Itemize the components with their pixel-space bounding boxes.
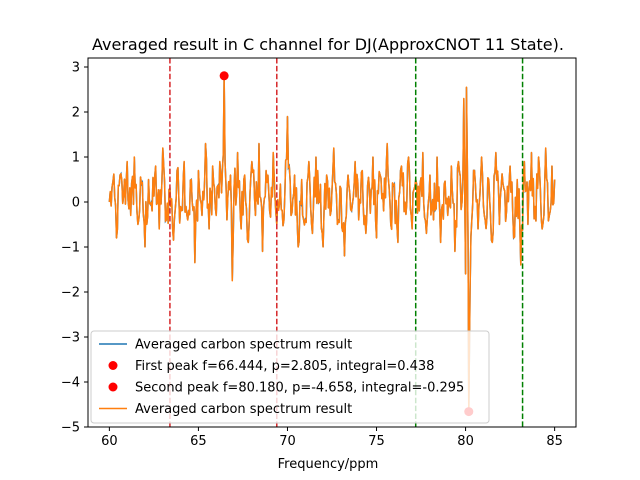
axes-frame (87, 57, 577, 428)
chart-title: Averaged result in C channel for DJ(Appr… (92, 35, 564, 54)
legend-label: First peak f=66.444, p=2.805, integral=0… (135, 359, 434, 374)
x-tick-label: 65 (190, 434, 207, 449)
y-tick-label: −2 (61, 286, 80, 301)
x-tick-label: 75 (368, 434, 385, 449)
legend-swatch-marker (108, 382, 118, 392)
y-tick-label: 0 (72, 196, 80, 211)
x-tick-label: 60 (101, 434, 118, 449)
y-tick-label: −4 (61, 376, 80, 391)
y-tick-label: 1 (72, 151, 80, 166)
y-tick-label: 2 (72, 106, 80, 121)
y-tick-label: −3 (61, 331, 80, 346)
legend-label: Second peak f=80.180, p=-4.658, integral… (135, 381, 464, 396)
y-axis: −5 −4 −3 −2 −1 0 1 2 3 (61, 61, 88, 436)
y-tick-label: −5 (61, 421, 80, 436)
legend-label: Averaged carbon spectrum result (135, 338, 352, 353)
x-tick-label: 85 (546, 434, 563, 449)
first-peak-marker (219, 71, 229, 81)
legend: Averaged carbon spectrum result First pea… (90, 330, 490, 424)
x-axis: 60 65 70 75 80 85 (101, 427, 563, 449)
x-axis-title: Frequency/ppm (278, 457, 379, 472)
x-tick-label: 70 (279, 434, 296, 449)
series-line-orange (108, 75, 556, 413)
y-tick-label: 3 (72, 61, 80, 76)
legend-swatch-marker (108, 361, 118, 370)
plot-frame (87, 57, 577, 428)
legend-box (90, 330, 490, 424)
x-tick-label: 80 (457, 434, 474, 449)
y-tick-label: −1 (61, 241, 80, 256)
legend-label: Averaged carbon spectrum result (135, 402, 352, 417)
